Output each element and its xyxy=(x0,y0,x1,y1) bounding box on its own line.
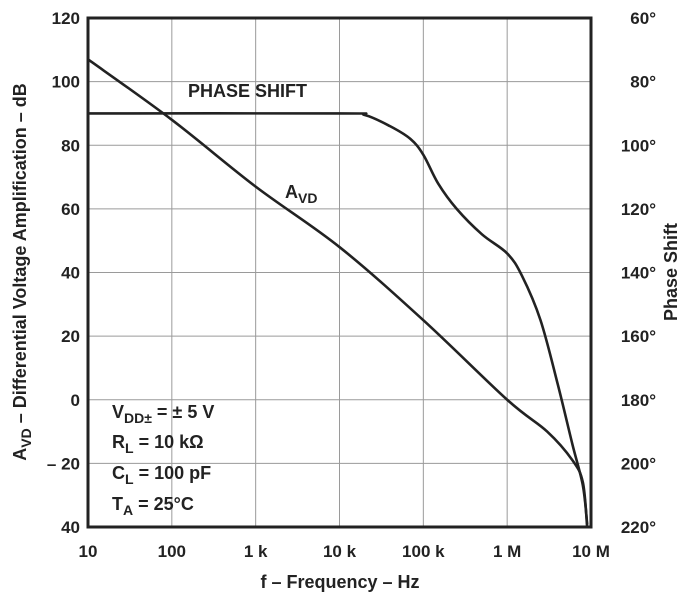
y-tick-label-right: 140° xyxy=(621,264,656,283)
y-tick-label-right: 120° xyxy=(621,200,656,219)
phase-shift-label: PHASE SHIFT xyxy=(188,81,307,101)
y-axis-label-right: Phase Shift xyxy=(661,223,681,321)
series-layer xyxy=(86,58,589,529)
y-tick-label-left: 80 xyxy=(61,136,80,155)
x-tick-label: 100 xyxy=(158,542,186,561)
condition-cl: CL = 100 pF xyxy=(112,463,211,487)
y-axis-label-left: AVD – Differential Voltage Amplification… xyxy=(10,83,34,461)
condition-rl: RL = 10 kΩ xyxy=(112,432,204,456)
plot-frame xyxy=(86,16,593,529)
avd-label: AVD xyxy=(285,182,317,206)
y-tick-label-right: 220° xyxy=(621,518,656,537)
condition-ta: TA = 25°C xyxy=(112,494,194,518)
x-tick-label: 10 M xyxy=(572,542,610,561)
y-tick-label-right: 180° xyxy=(621,391,656,410)
phase-shift-curve xyxy=(86,112,589,526)
tick-labels: 10 100 1 k 10 k 100 k 1 M 10 M 120 100 80 60 40 20 0 –… xyxy=(47,9,656,561)
conditions-box: VDD± = ± 5 V RL = 10 kΩ CL = 100 pF TA =… xyxy=(112,402,214,518)
grid xyxy=(88,18,591,527)
y-tick-label-left: – 20 xyxy=(47,454,80,473)
y-tick-label-left: 60 xyxy=(61,200,80,219)
x-tick-label: 1 M xyxy=(493,542,521,561)
y-tick-label-right: 160° xyxy=(621,327,656,346)
y-tick-label-right: 100° xyxy=(621,136,656,155)
x-tick-label: 10 xyxy=(79,542,98,561)
x-tick-label: 1 k xyxy=(244,542,268,561)
y-tick-label-left: 20 xyxy=(61,327,80,346)
y-tick-label-left: 100 xyxy=(52,73,80,92)
y-tick-label-left: 40 xyxy=(61,518,80,537)
y-tick-label-right: 80° xyxy=(630,73,656,92)
y-tick-label-left: 120 xyxy=(52,9,80,28)
y-tick-label-right: 200° xyxy=(621,454,656,473)
y-tick-label-right: 60° xyxy=(630,9,656,28)
avd-curve xyxy=(86,58,589,529)
y-tick-label-left: 40 xyxy=(61,264,80,283)
x-tick-label: 100 k xyxy=(402,542,445,561)
x-tick-label: 10 k xyxy=(323,542,357,561)
y-tick-label-left: 0 xyxy=(71,391,80,410)
x-axis-label: f – Frequency – Hz xyxy=(260,572,419,592)
condition-vdd: VDD± = ± 5 V xyxy=(112,402,214,426)
